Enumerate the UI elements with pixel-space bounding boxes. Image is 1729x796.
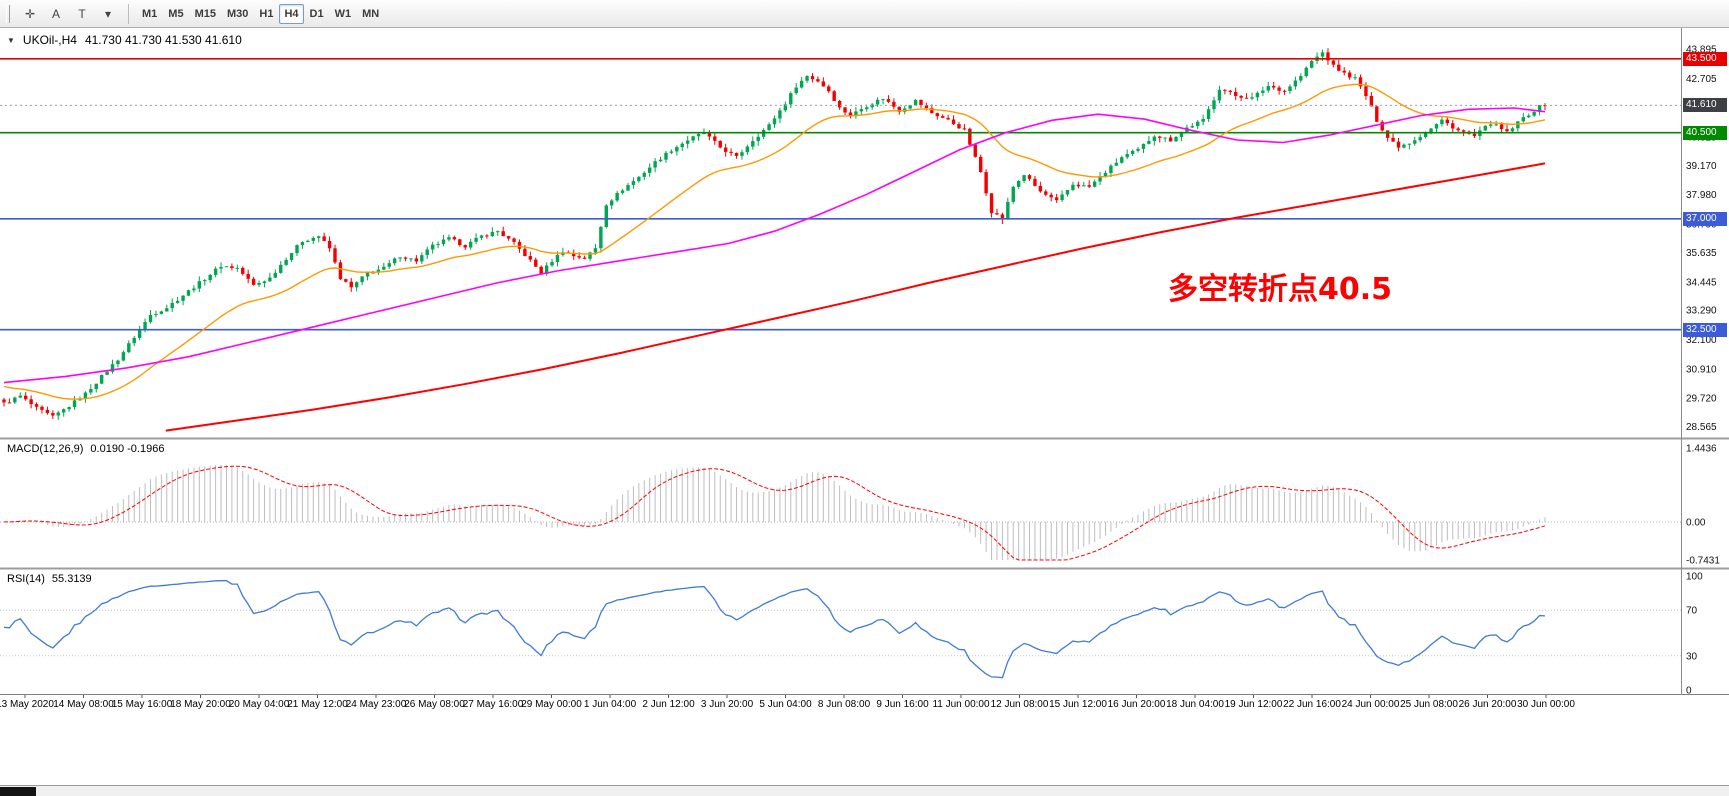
macd-indicator-label: MACD(12,26,9) 0.0190 -0.1966 bbox=[7, 443, 164, 455]
timeframe-h1-button[interactable]: H1 bbox=[259, 7, 274, 20]
timeframe-mn-button[interactable]: MN bbox=[362, 7, 380, 20]
svg-text:32.100: 32.100 bbox=[1686, 335, 1717, 346]
svg-text:35.635: 35.635 bbox=[1686, 248, 1717, 259]
symbol-ohlc-label: ▼ UKOil-,H4 41.730 41.730 41.530 41.610 bbox=[7, 33, 242, 47]
rsi-indicator-label: RSI(14) 55.3139 bbox=[7, 573, 92, 585]
svg-text:30.910: 30.910 bbox=[1686, 364, 1717, 375]
time-label: 13 May 2020 bbox=[0, 699, 54, 710]
svg-text:0: 0 bbox=[1686, 686, 1692, 697]
svg-text:70: 70 bbox=[1686, 606, 1698, 617]
price-tag-43.500[interactable]: 43.500 bbox=[1683, 51, 1727, 66]
toolbar-icon-group: ✛ A T ▾ bbox=[18, 4, 120, 24]
ma-slow-line bbox=[165, 162, 1546, 432]
time-label: 9 Jun 16:00 bbox=[876, 699, 929, 710]
timeframe-w1-button[interactable]: W1 bbox=[334, 7, 352, 20]
svg-text:1.4436: 1.4436 bbox=[1686, 444, 1717, 455]
time-label: 1 Jun 04:00 bbox=[583, 699, 637, 710]
timeframe-m15-button[interactable]: M15 bbox=[194, 7, 216, 20]
price-tag-37.000[interactable]: 37.000 bbox=[1683, 211, 1727, 226]
svg-text:33.290: 33.290 bbox=[1686, 306, 1717, 317]
time-label: 30 Jun 00:00 bbox=[1517, 699, 1575, 710]
price-tag-32.500[interactable]: 32.500 bbox=[1683, 322, 1727, 337]
time-label: 11 Jun 00:00 bbox=[932, 699, 990, 710]
toolbar: ✛ A T ▾ M1 M5 M15 M30 H1 H4 D1 W1 MN bbox=[0, 0, 1729, 28]
time-label: 20 May 04:00 bbox=[228, 699, 290, 710]
svg-text:0.00: 0.00 bbox=[1686, 517, 1706, 528]
svg-text:34.445: 34.445 bbox=[1686, 277, 1717, 288]
symbol-name: UKOil-,H4 bbox=[22, 33, 77, 47]
macd-values: 0.0190 -0.1966 bbox=[90, 443, 165, 455]
collapse-triangle-icon[interactable]: ▼ bbox=[7, 35, 15, 45]
ma-medium-line bbox=[3, 107, 1546, 384]
time-label: 12 Jun 08:00 bbox=[990, 699, 1049, 710]
scrollbar-thumb[interactable] bbox=[0, 787, 36, 796]
macd-signal-line bbox=[4, 465, 1546, 561]
time-label: 26 Jun 20:00 bbox=[1458, 699, 1517, 710]
time-label: 14 May 08:00 bbox=[53, 699, 114, 710]
price-tag-40.500[interactable]: 40.500 bbox=[1683, 125, 1727, 140]
time-label: 29 May 00:00 bbox=[521, 699, 582, 710]
svg-text:43.895: 43.895 bbox=[1686, 45, 1717, 56]
timeframe-d1-button[interactable]: D1 bbox=[309, 7, 324, 20]
time-label: 24 Jun 00:00 bbox=[1341, 699, 1400, 710]
timeframe-m1-button[interactable]: M1 bbox=[142, 7, 158, 20]
svg-text:37.980: 37.980 bbox=[1686, 190, 1717, 201]
time-label: 15 Jun 12:00 bbox=[1049, 699, 1107, 710]
draw-tools-dropdown-icon[interactable]: ▾ bbox=[104, 6, 112, 21]
timeframe-m5-button[interactable]: M5 bbox=[168, 7, 184, 20]
svg-text:42.705: 42.705 bbox=[1686, 74, 1717, 85]
time-label: 26 May 08:00 bbox=[404, 699, 465, 710]
macd-histogram bbox=[8, 464, 1546, 560]
current-price-tag: 41.610 bbox=[1683, 98, 1727, 113]
chart-annotation-text[interactable]: 多空转折点40.5 bbox=[1168, 272, 1393, 307]
time-label: 16 Jun 20:00 bbox=[1107, 699, 1166, 710]
svg-text:29.720: 29.720 bbox=[1686, 394, 1717, 405]
crosshair-icon[interactable]: ✛ bbox=[24, 6, 36, 21]
time-label: 27 May 16:00 bbox=[462, 699, 524, 710]
text-annotation-icon[interactable]: A bbox=[51, 6, 60, 21]
timeframe-m30-button[interactable]: M30 bbox=[226, 7, 249, 20]
time-label: 18 Jun 04:00 bbox=[1166, 699, 1224, 710]
timeframe-h4-button[interactable]: H4 bbox=[279, 3, 304, 24]
time-label: 2 Jun 12:00 bbox=[642, 699, 695, 710]
ma-fast-line bbox=[3, 83, 1546, 400]
text-label-icon[interactable]: T bbox=[78, 6, 86, 21]
time-label: 3 Jun 20:00 bbox=[700, 699, 754, 710]
time-label: 24 May 23:00 bbox=[345, 699, 407, 710]
svg-text:30: 30 bbox=[1686, 651, 1698, 662]
rsi-name: RSI(14) bbox=[7, 573, 45, 585]
rsi-line bbox=[3, 580, 1546, 679]
time-label: 19 Jun 12:00 bbox=[1224, 699, 1283, 710]
time-label: 5 Jun 04:00 bbox=[759, 699, 812, 710]
time-label: 15 May 16:00 bbox=[111, 699, 173, 710]
time-label: 8 Jun 08:00 bbox=[817, 699, 871, 710]
svg-text:28.565: 28.565 bbox=[1686, 422, 1717, 433]
toolbar-grip[interactable] bbox=[6, 4, 10, 23]
time-label: 22 Jun 16:00 bbox=[1283, 699, 1341, 710]
time-axis: 13 May 2020 14 May 08:00 15 May 16:00 18 Ma… bbox=[0, 697, 1681, 715]
timeframe-button-group: M1 M5 M15 M30 H1 H4 D1 W1 MN bbox=[137, 3, 384, 24]
svg-text:100: 100 bbox=[1686, 572, 1703, 583]
macd-name: MACD(12,26,9) bbox=[7, 443, 84, 455]
rsi-value: 55.3139 bbox=[51, 573, 92, 585]
svg-text:-0.7431: -0.7431 bbox=[1686, 556, 1720, 567]
ohlc-values: 41.730 41.730 41.530 41.610 bbox=[84, 33, 242, 47]
svg-text:39.170: 39.170 bbox=[1686, 161, 1717, 172]
horizontal-scrollbar[interactable] bbox=[0, 785, 1729, 796]
time-label: 21 May 12:00 bbox=[287, 699, 348, 710]
candlestick-series bbox=[2, 48, 1547, 420]
toolbar-separator bbox=[128, 3, 129, 24]
time-label: 25 Jun 08:00 bbox=[1400, 699, 1458, 710]
time-label: 18 May 20:00 bbox=[170, 699, 231, 710]
